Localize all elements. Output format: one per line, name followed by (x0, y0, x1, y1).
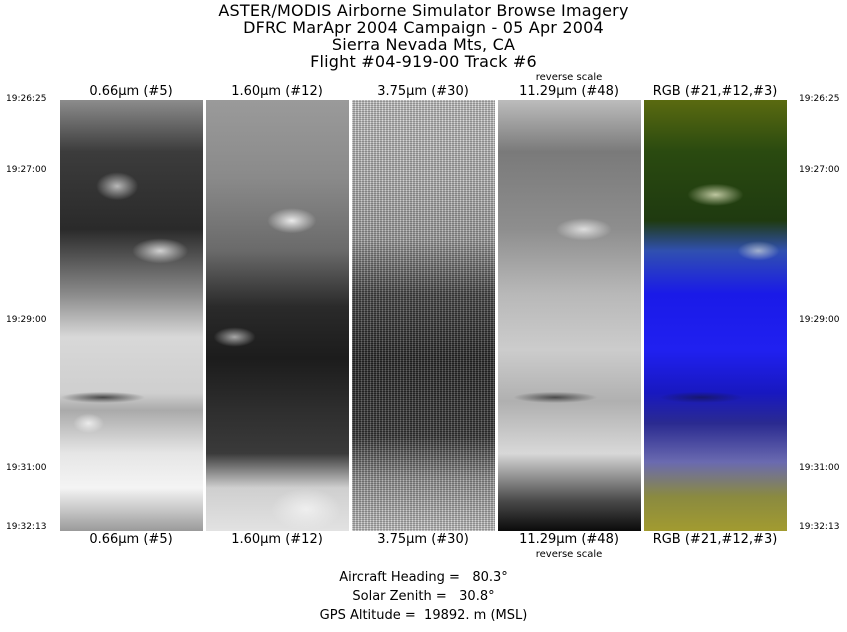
time-left-0: 19:26:25 (6, 94, 47, 104)
time-left-2: 19:29:00 (6, 315, 47, 325)
title-line-1: ASTER/MODIS Airborne Simulator Browse Im… (218, 1, 629, 20)
time-right-0: 19:26:25 (799, 94, 840, 104)
band-image-11-29um (498, 100, 641, 531)
aircraft-heading: Aircraft Heading = 80.3° (339, 570, 508, 585)
band-label-bottom-4: 11.29μm (#48) (519, 532, 619, 547)
band-image-3-75um (352, 100, 495, 531)
band-label-bottom-1: 0.66μm (#5) (89, 532, 173, 547)
band-label-top-4: 11.29μm (#48) (519, 84, 619, 99)
rgb-composite-image (644, 100, 787, 531)
title-line-3: Sierra Nevada Mts, CA (331, 35, 516, 54)
time-right-1: 19:27:00 (799, 165, 840, 175)
reverse-scale-top: reverse scale (535, 72, 603, 83)
band-label-top-1: 0.66μm (#5) (89, 84, 173, 99)
band-label-top-5: RGB (#21,#12,#3) (652, 84, 778, 99)
time-right-3: 19:31:00 (799, 463, 840, 473)
band-label-top-3: 3.75μm (#30) (377, 84, 469, 99)
gps-altitude: GPS Altitude = 19892. m (MSL) (319, 608, 528, 623)
band-image-0-66um (60, 100, 203, 531)
time-left-4: 19:32:13 (6, 522, 47, 532)
title-line-2: DFRC MarApr 2004 Campaign - 05 Apr 2004 (243, 18, 604, 37)
solar-zenith: Solar Zenith = 30.8° (352, 589, 495, 604)
band-label-bottom-5: RGB (#21,#12,#3) (652, 532, 778, 547)
title-line-4: Flight #04-919-00 Track #6 (310, 52, 537, 71)
band-label-top-2: 1.60μm (#12) (231, 84, 323, 99)
time-left-1: 19:27:00 (6, 165, 47, 175)
band-image-1-60um (206, 100, 349, 531)
time-right-2: 19:29:00 (799, 315, 840, 325)
time-left-3: 19:31:00 (6, 463, 47, 473)
time-right-4: 19:32:13 (799, 522, 840, 532)
band-label-bottom-2: 1.60μm (#12) (231, 532, 323, 547)
band-label-bottom-3: 3.75μm (#30) (377, 532, 469, 547)
reverse-scale-bottom: reverse scale (535, 549, 603, 560)
